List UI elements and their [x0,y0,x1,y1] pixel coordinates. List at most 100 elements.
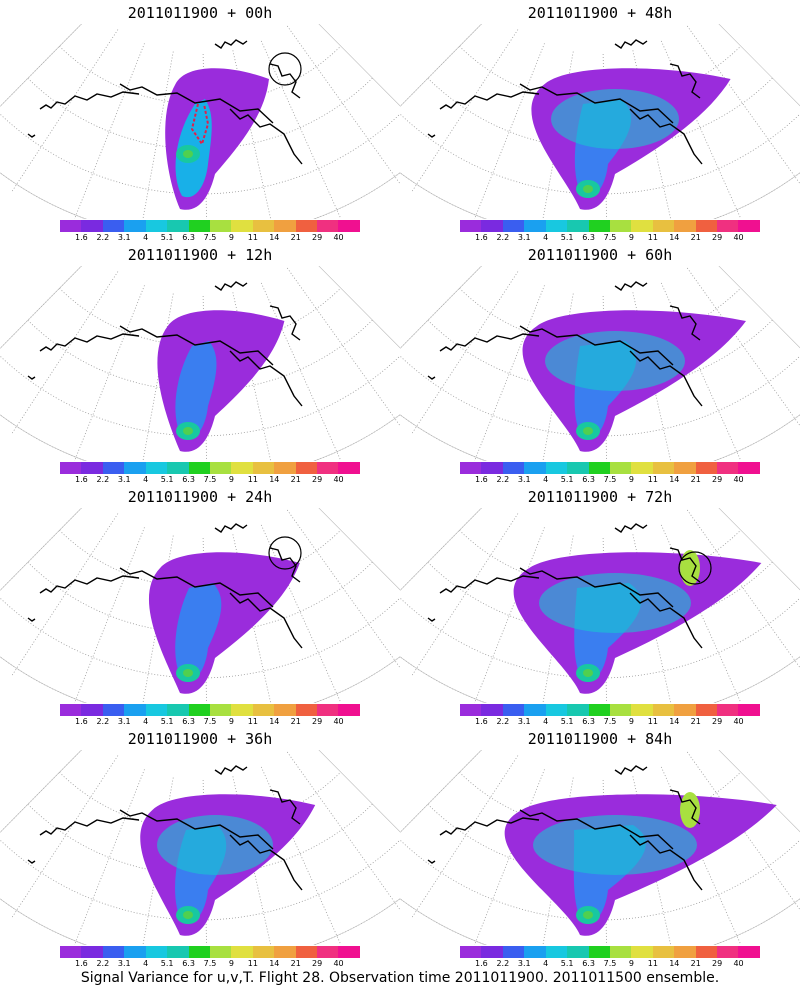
map-boundary [0,508,400,703]
colorbar-swatch [295,704,318,716]
forecast-panel: 2011011900 + 60h 1.6 2.2 3.1 4 5.1 6.3 7.5 9 11 14… [400,242,800,484]
variance-field [513,550,762,694]
colorbar-tick-label: 40 [333,475,344,484]
colorbar-tick-label: 14 [669,717,680,726]
colorbar-swatch [317,220,339,232]
highlight-circle [268,536,302,570]
forecast-panel: 2011011900 + 36h 1.6 2.2 3.1 4 5.1 6.3 7.5 9 11 14… [0,726,400,968]
colorbar [460,220,760,232]
colorbar-swatch [252,704,275,716]
colorbar-tick-label: 14 [669,233,680,242]
colorbar-tick-label: 3.1 [517,717,531,726]
colorbar-swatch [460,946,482,958]
colorbar-tick-label: 7.5 [603,717,617,726]
colorbar-tick-label: 11 [247,233,258,242]
colorbar-swatch [60,704,82,716]
colorbar-tick-label: 1.6 [75,959,88,968]
colorbar-swatch [209,462,232,474]
colorbar-tick-label: 29 [312,717,323,726]
colorbar-swatch [252,946,275,958]
colorbar-swatch [717,462,739,474]
colorbar-tick-label: 40 [333,233,344,242]
colorbar-swatch [652,704,675,716]
colorbar-swatch [295,946,318,958]
colorbar-swatch [502,704,525,716]
colorbar-swatch [81,220,103,232]
variance-field [531,68,731,210]
map-boundary [400,508,800,703]
variance-field [140,794,316,936]
colorbar-tick-label: 40 [733,233,744,242]
colorbar-swatch [545,704,568,716]
map-plot [0,266,400,461]
map-boundary [0,266,400,461]
colorbar-tick-label: 6.3 [582,233,595,242]
colorbar [460,704,760,716]
colorbar-tick-label: 40 [333,717,344,726]
colorbar-tick-label: 11 [247,717,258,726]
colorbar-tick-label: 14 [269,717,280,726]
colorbar-swatch [124,462,146,474]
colorbar [60,220,360,232]
colorbar-tick-label: 40 [733,475,744,484]
colorbar-tick-label: 29 [312,959,323,968]
colorbar-tick-label: 11 [647,233,658,242]
colorbar-swatch [502,946,525,958]
colorbar-tick-label: 1.6 [475,717,488,726]
colorbar-labels: 1.6 2.2 3.1 4 5.1 6.3 7.5 9 11 14 21 29 40 [60,475,360,487]
colorbar-swatch [460,220,482,232]
map-plot [0,508,400,703]
colorbar-labels: 1.6 2.2 3.1 4 5.1 6.3 7.5 9 11 14 21 29 40 [460,959,760,971]
colorbar-swatch [524,946,546,958]
panel-title: 2011011900 + 12h [127,246,273,264]
colorbar-tick-label: 6.3 [582,717,595,726]
colorbar-tick-label: 2.2 [96,959,110,968]
graticule [0,750,400,945]
colorbar-swatch [502,220,525,232]
map-boundary [400,750,800,945]
map-plot [0,750,400,945]
colorbar-swatch [738,946,760,958]
colorbar-tick-label: 4 [543,959,549,968]
colorbar-tick-label: 9 [228,233,234,242]
colorbar-tick-label: 3.1 [117,717,131,726]
colorbar-tick-label: 14 [269,475,280,484]
colorbar-swatch [545,946,568,958]
colorbar-tick-label: 14 [669,959,680,968]
colorbar-tick-label: 5.1 [160,717,174,726]
forecast-panel: 2011011900 + 24h 1.6 2.2 3.1 4 5.1 6.3 7.5 9 11 14… [0,484,400,726]
colorbar-swatch [717,946,739,958]
colorbar-tick-label: 1.6 [475,959,488,968]
panel-title: 2011011900 + 48h [527,4,673,22]
colorbar-swatch [631,946,653,958]
colorbar-swatch [124,704,146,716]
colorbar-swatch [481,462,503,474]
colorbar-swatch [295,220,318,232]
colorbar-swatch [588,220,610,232]
colorbar-tick-label: 6.3 [582,959,595,968]
colorbar-swatch [631,704,653,716]
colorbar-swatch [567,946,589,958]
colorbar-swatch [274,462,296,474]
colorbar-tick-label: 2.2 [496,475,510,484]
colorbar-tick-label: 21 [290,475,301,484]
colorbar-swatch [188,462,210,474]
colorbar-tick-label: 2.2 [96,233,110,242]
colorbar-swatch [317,946,339,958]
colorbar-swatch [167,220,189,232]
colorbar-tick-label: 2.2 [496,233,510,242]
colorbar-tick-label: 9 [628,233,634,242]
colorbar [60,704,360,716]
colorbar-swatch [102,946,125,958]
coastline [27,39,303,165]
colorbar-swatch [252,220,275,232]
colorbar-tick-label: 3.1 [517,475,531,484]
colorbar-swatch [481,704,503,716]
map-plot [400,508,800,703]
colorbar-swatch [295,462,318,474]
colorbar-tick-label: 14 [669,475,680,484]
colorbar-swatch [588,462,610,474]
colorbar-tick-label: 7.5 [203,959,217,968]
colorbar-tick-label: 6.3 [182,475,195,484]
colorbar-swatch [567,220,589,232]
